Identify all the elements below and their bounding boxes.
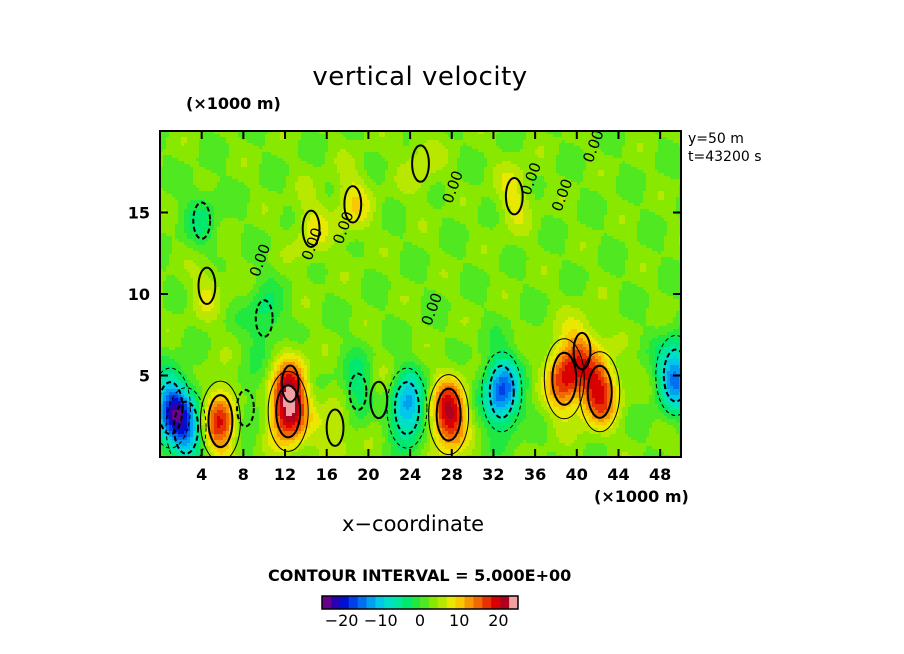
info-time: t=43200 s: [688, 149, 762, 165]
colorbar-swatch: [482, 596, 491, 609]
colorbar-tick-label: 0: [415, 611, 425, 630]
contour-interval: CONTOUR INTERVAL = 5.000E+00: [268, 566, 571, 585]
colorbar-swatch: [331, 596, 340, 609]
x-axis-label: x−coordinate: [342, 512, 484, 536]
colorbar-swatch: [438, 596, 447, 609]
info-y: y=50 m: [688, 131, 744, 147]
colorbar-swatch: [500, 596, 509, 609]
x-tick-label: 40: [566, 465, 588, 484]
chart-title: vertical velocity: [0, 62, 840, 92]
x-tick-label: 36: [524, 465, 546, 484]
x-tick-label: 16: [316, 465, 338, 484]
colorbar-tick-label: 10: [449, 611, 469, 630]
colorbar-swatch: [456, 596, 465, 609]
colorbar-swatch: [429, 596, 438, 609]
x-tick-label: 12: [274, 465, 296, 484]
colorbar-swatch: [393, 596, 402, 609]
colorbar-swatch: [384, 596, 393, 609]
colorbar-swatch: [402, 596, 411, 609]
colorbar-swatch: [491, 596, 500, 609]
y-tick-label: 5: [139, 367, 150, 386]
x-tick-label: 32: [482, 465, 504, 484]
x-tick-label: 20: [357, 465, 379, 484]
velocity-field: [160, 131, 683, 459]
x-tick-label: 44: [607, 465, 629, 484]
x-tick-label: 4: [196, 465, 207, 484]
colorbar-tick-label: −20: [325, 611, 359, 630]
colorbar-tick-label: −10: [364, 611, 398, 630]
y-tick-label: 15: [128, 204, 150, 223]
x-axis-unit: (×1000 m): [594, 487, 689, 506]
colorbar-tick-label: 20: [488, 611, 508, 630]
colorbar-swatch: [358, 596, 367, 609]
colorbar-swatch: [473, 596, 482, 609]
colorbar-swatch: [322, 596, 331, 609]
colorbar-swatch: [465, 596, 474, 609]
colorbar-swatch: [375, 596, 384, 609]
y-axis-unit: (×1000 m): [186, 94, 281, 113]
colorbar-swatch: [420, 596, 429, 609]
colorbar-swatch: [340, 596, 349, 609]
colorbar-swatch: [411, 596, 420, 609]
colorbar-swatch: [367, 596, 376, 609]
x-tick-label: 8: [238, 465, 249, 484]
colorbar-swatch: [447, 596, 456, 609]
colorbar: −20 −10 0 10 20: [322, 596, 518, 630]
colorbar-swatch: [349, 596, 358, 609]
colorbar-swatch: [509, 596, 518, 609]
x-tick-label: 48: [649, 465, 671, 484]
x-tick-label: 24: [399, 465, 421, 484]
y-tick-label: 10: [128, 285, 150, 304]
x-tick-label: 28: [441, 465, 463, 484]
